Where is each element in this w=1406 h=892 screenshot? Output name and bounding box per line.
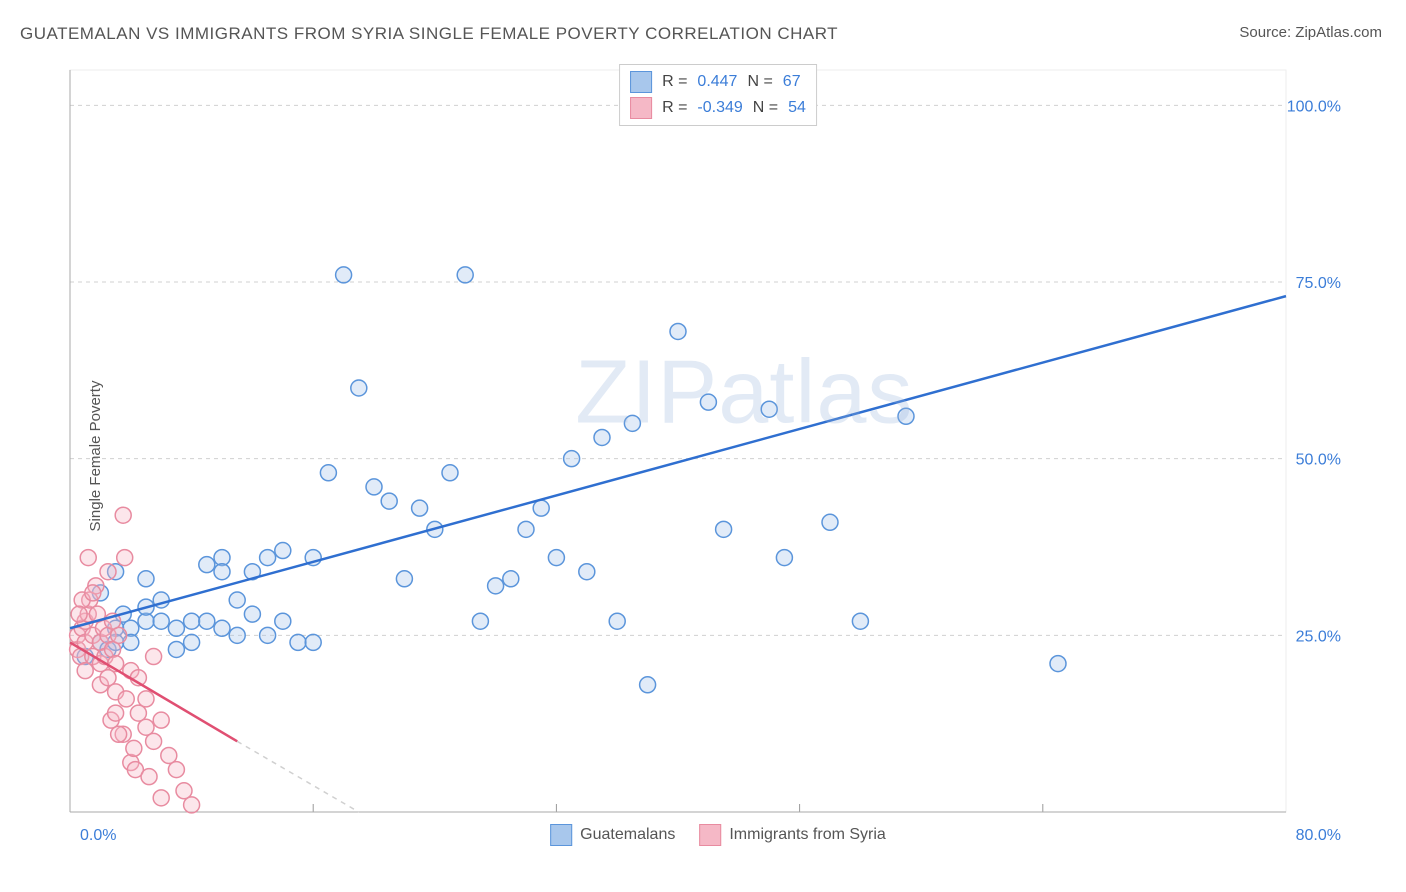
n-label-2: N = xyxy=(753,99,778,117)
n-value-2: 54 xyxy=(788,99,806,117)
r-label-1: R = xyxy=(662,73,687,91)
legend-swatch-2 xyxy=(630,97,652,119)
n-value-1: 67 xyxy=(783,73,801,91)
legend-swatch-bottom-2 xyxy=(699,824,721,846)
svg-text:0.0%: 0.0% xyxy=(80,827,116,844)
chart-title: GUATEMALAN VS IMMIGRANTS FROM SYRIA SING… xyxy=(20,24,838,44)
svg-text:75.0%: 75.0% xyxy=(1296,275,1341,292)
legend-swatch-1 xyxy=(630,71,652,93)
source-label: Source: xyxy=(1239,24,1295,41)
r-value-1: 0.447 xyxy=(697,73,737,91)
legend-label-1: Guatemalans xyxy=(580,826,675,844)
r-label-2: R = xyxy=(662,99,687,117)
source-attribution: Source: ZipAtlas.com xyxy=(1239,24,1382,41)
svg-text:100.0%: 100.0% xyxy=(1287,98,1341,115)
svg-text:80.0%: 80.0% xyxy=(1296,827,1341,844)
svg-text:50.0%: 50.0% xyxy=(1296,452,1341,469)
legend-row-series-2: R = -0.349 N = 54 xyxy=(630,95,806,121)
legend-item-1: Guatemalans xyxy=(550,824,675,846)
scatter-plot: 25.0% 50.0% 75.0% 100.0% 0.0% 80.0% xyxy=(60,60,1376,852)
legend-label-2: Immigrants from Syria xyxy=(729,826,885,844)
r-value-2: -0.349 xyxy=(697,99,742,117)
svg-text:25.0%: 25.0% xyxy=(1296,628,1341,645)
correlation-legend: R = 0.447 N = 67 R = -0.349 N = 54 xyxy=(619,64,817,126)
n-label-1: N = xyxy=(747,73,772,91)
series-legend: Guatemalans Immigrants from Syria xyxy=(550,824,886,846)
chart-container: Single Female Poverty R = 0.447 N = 67 R… xyxy=(60,60,1376,852)
source-value: ZipAtlas.com xyxy=(1295,24,1382,41)
legend-row-series-1: R = 0.447 N = 67 xyxy=(630,69,806,95)
legend-swatch-bottom-1 xyxy=(550,824,572,846)
legend-item-2: Immigrants from Syria xyxy=(699,824,885,846)
